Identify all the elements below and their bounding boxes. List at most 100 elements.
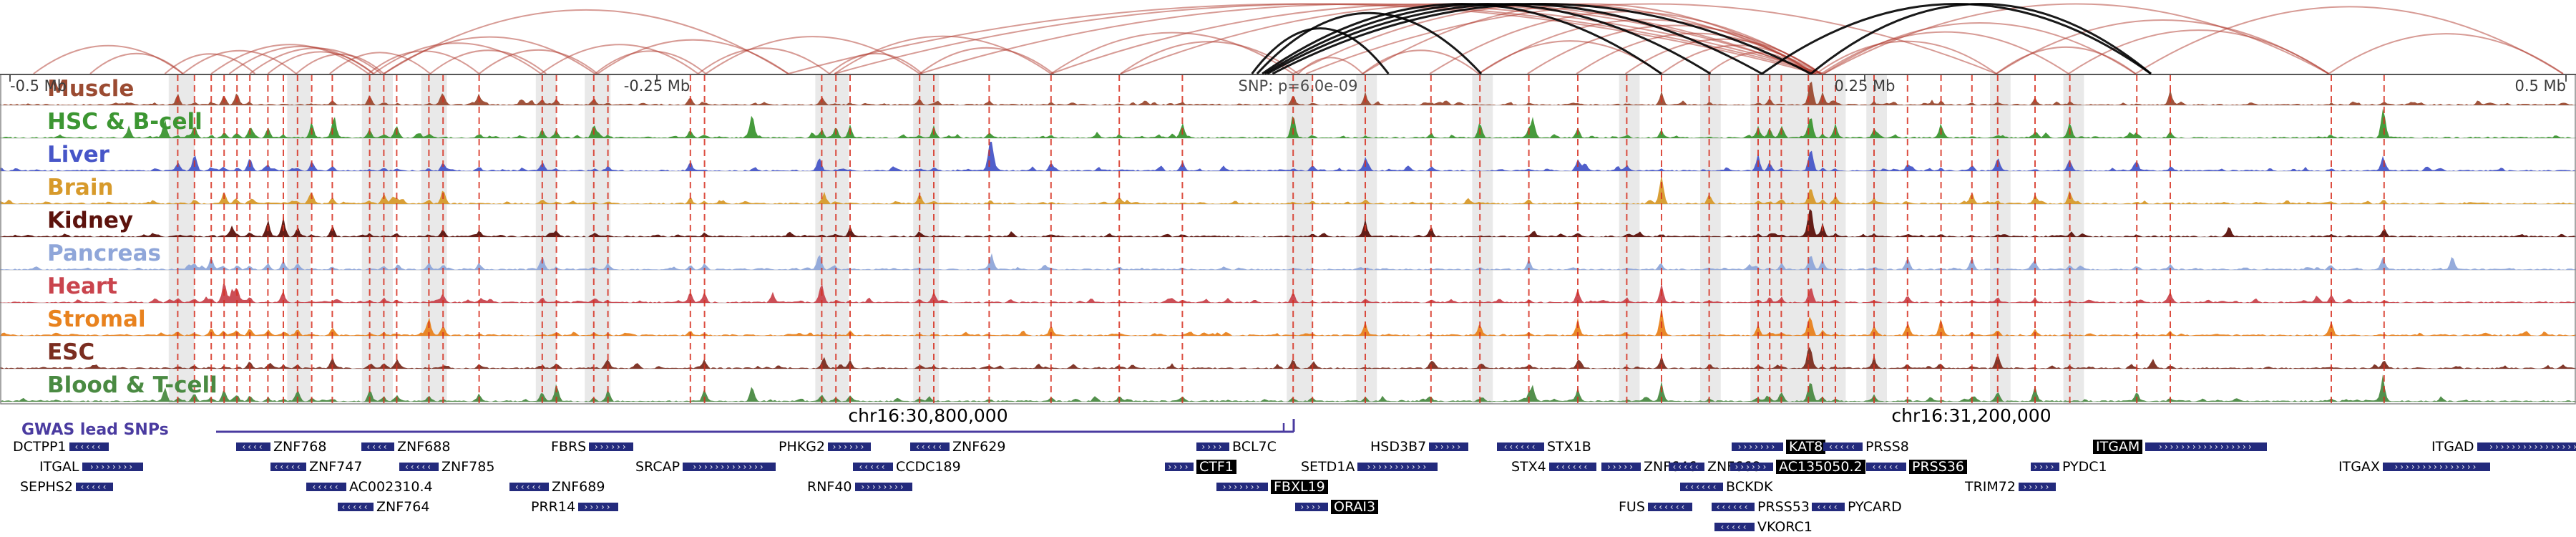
gene-label: HSD3B7: [1370, 438, 1427, 455]
track-label-pancreas: Pancreas: [47, 241, 161, 266]
gene-label: ZNF764: [376, 498, 430, 515]
gene-label: ITGAM: [2093, 439, 2143, 455]
red-interaction-arc: [267, 51, 374, 74]
gene-label: ZNF747: [309, 458, 363, 475]
gene-znf688: ‹‹‹‹ ZNF688: [361, 438, 450, 455]
red-interaction-arc: [1815, 40, 1997, 74]
ruler-label-0-5-mb: 0.5 Mb: [2514, 77, 2566, 95]
track-label-blood-t-cell: Blood & T-cell: [47, 372, 218, 398]
gene-label: FBRS: [551, 438, 587, 455]
red-interaction-arc: [1120, 3, 1817, 74]
gene-label: AC135050.2: [1776, 459, 1865, 475]
red-interaction-arc: [383, 9, 789, 74]
red-interaction-arc: [478, 49, 598, 74]
gene-label: CCDC189: [896, 458, 961, 475]
gene-body-minus-strand: ‹‹‹‹‹: [910, 442, 950, 451]
red-interaction-arc: [2068, 29, 2329, 74]
track-label-kidney: Kidney: [47, 208, 134, 233]
gene-body-plus-strand: ››››››››: [82, 463, 143, 471]
gene-stx4: STX4 ‹‹‹‹‹‹: [1511, 458, 1596, 475]
gene-body-minus-strand: ‹‹‹‹‹: [306, 483, 346, 491]
gene-body-plus-strand: ›››››››››››››››: [2382, 463, 2490, 471]
black-interaction-arc: [1810, 3, 2152, 75]
gene-ctf1: ›››› CTF1: [1165, 458, 1236, 475]
ruler-label-0-5-mb: -0.5 Mb: [10, 77, 67, 95]
ruler-label-0-25-mb: -0.25 Mb: [623, 77, 691, 95]
gene-body-plus-strand: ›››››››: [1732, 442, 1783, 451]
gene-prr14: PRR14 ›››››: [531, 498, 619, 516]
gene-orai3: ›››› ORAI3: [1295, 498, 1379, 516]
red-interaction-arc: [1050, 32, 1294, 74]
black-interaction-arc: [1251, 27, 1390, 74]
red-interaction-arc: [296, 54, 385, 74]
gene-label: RNF40: [807, 478, 852, 495]
gene-label: PRSS36: [1909, 459, 1967, 475]
gene-label: PYCARD: [1848, 498, 1902, 515]
gene-body-plus-strand: ››››››››››››››››: [2477, 442, 2576, 451]
gene-body-plus-strand: ››››››: [828, 442, 872, 451]
gene-body-plus-strand: ››››: [1165, 463, 1194, 471]
red-interaction-arc: [1625, 38, 1822, 74]
red-interaction-arc: [182, 49, 297, 74]
gene-body-plus-strand: ››››››: [589, 442, 634, 451]
red-interaction-arc: [540, 44, 699, 74]
gene-sephs2: SEPHS2 ‹‹‹‹‹: [20, 478, 113, 495]
signal-track-heart: [0, 283, 2576, 303]
track-label-stromal: Stromal: [47, 306, 146, 332]
red-interaction-arc: [329, 52, 431, 74]
gene-ac002310-4: ‹‹‹‹‹ AC002310.4: [306, 478, 433, 495]
gene-label: SRCAP: [635, 458, 680, 475]
gene-body-minus-strand: ‹‹‹‹‹: [1823, 442, 1863, 451]
gene-label: PRR14: [531, 498, 576, 515]
gene-label: VKORC1: [1757, 518, 1813, 535]
gene-label: FBXL19: [1271, 479, 1328, 495]
gene-znf747: ‹‹‹‹‹ ZNF747: [270, 458, 362, 475]
gene-znf629: ‹‹‹‹‹ ZNF629: [910, 438, 1005, 455]
gene-znf689: ‹‹‹‹‹ ZNF689: [509, 478, 605, 495]
red-interaction-arc: [594, 50, 707, 74]
gene-label: ITGAX: [2338, 458, 2380, 475]
gene-label: SEPHS2: [20, 478, 73, 495]
gene-fus: FUS ‹‹‹‹‹‹: [1619, 498, 1692, 516]
snp-pvalue-label: SNP: p=6.0e-09: [1238, 77, 1358, 95]
gene-itgal: ITGAL ››››››››: [39, 458, 143, 475]
red-interaction-arc: [373, 42, 542, 74]
gene-prss53: ‹‹‹‹‹‹ PRSS53: [1712, 498, 1810, 516]
gene-label: ITGAD: [2431, 438, 2474, 455]
gene-label: PRSS8: [1865, 438, 1909, 455]
gene-label: KAT8: [1786, 439, 1826, 455]
track-label-esc: ESC: [47, 339, 95, 365]
gene-body-minus-strand: ‹‹‹‹‹: [1866, 463, 1906, 471]
track-label-muscle: Muscle: [47, 76, 135, 102]
red-interaction-arc: [697, 47, 830, 74]
snp-guide-lines: [177, 74, 2385, 404]
red-interaction-arc: [1120, 41, 1299, 74]
gene-pycard: ‹‹‹‹ PYCARD: [1812, 498, 1902, 516]
gene-body-plus-strand: ››››››››: [854, 483, 912, 491]
black-interaction-arc: [1256, 11, 1483, 75]
gene-dctpp1: DCTPP1 ‹‹‹‹‹: [13, 438, 109, 455]
gene-itgam: ITGAM ›››››››››››››››››: [2093, 438, 2268, 455]
gene-body-minus-strand: ‹‹‹‹‹: [509, 483, 549, 491]
gene-label: PYDC1: [2062, 458, 2107, 475]
gene-label: BCL7C: [1232, 438, 1277, 455]
coordinate-label-1: chr16:31,200,000: [1891, 405, 2051, 426]
ruler-label-0-25-mb: 0.25 Mb: [1834, 77, 1896, 95]
black-interaction-arc: [1761, 3, 2152, 75]
gene-body-minus-strand: ‹‹‹‹‹: [338, 503, 374, 511]
gene-body-plus-strand: ››››: [2031, 463, 2059, 471]
gene-body-plus-strand: ›››››››››››: [1357, 463, 1438, 471]
gene-bckdk: ‹‹‹‹‹‹ BCKDK: [1680, 478, 1773, 495]
gene-label: ZNF785: [441, 458, 495, 475]
gene-srcap: SRCAP ›››››››››››››: [635, 458, 776, 475]
red-interaction-arc: [1996, 46, 2137, 74]
gene-body-minus-strand: ‹‹‹‹‹‹: [1712, 503, 1755, 511]
gene-label: ITGAL: [39, 458, 79, 475]
gene-body-plus-strand: ›››››››››››››››››: [2145, 442, 2268, 451]
gene-body-plus-strand: ›››››: [1429, 442, 1469, 451]
gene-vkorc1: ‹‹‹‹‹ VKORC1: [1714, 518, 1813, 536]
gene-ccdc189: ‹‹‹‹‹ CCDC189: [853, 458, 961, 475]
track-label-heart: Heart: [47, 274, 117, 299]
gene-label: PRSS53: [1757, 498, 1810, 515]
